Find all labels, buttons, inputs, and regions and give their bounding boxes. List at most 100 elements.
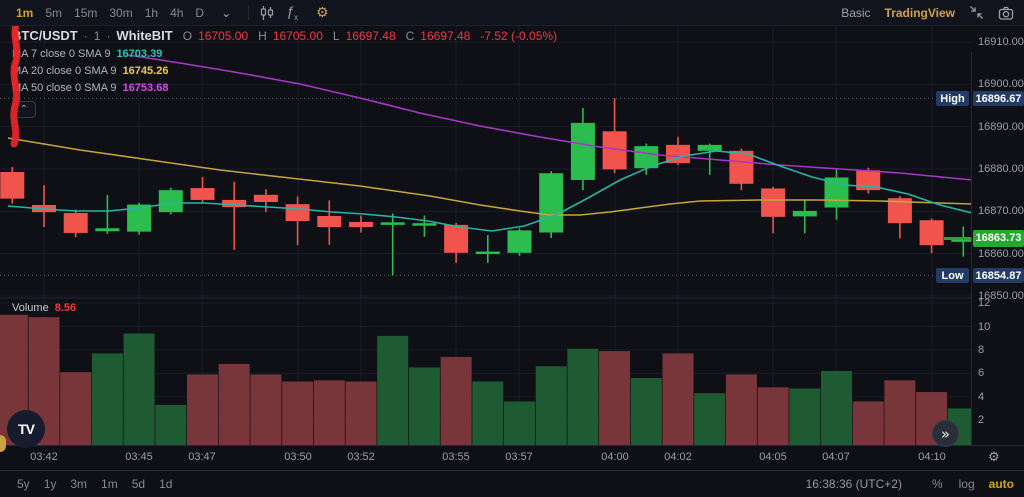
low-value: 16697.48 bbox=[345, 29, 396, 43]
volume-bar bbox=[535, 366, 567, 445]
volume-bar bbox=[313, 380, 345, 445]
candle-body bbox=[570, 122, 595, 181]
chart-legend: BTC/USDT · 1 · WhiteBIT O 16705.00 H 167… bbox=[12, 28, 557, 118]
camera-screenshot-icon[interactable] bbox=[998, 5, 1014, 21]
plan-badge[interactable]: Basic bbox=[841, 5, 871, 20]
volume-bar bbox=[187, 374, 218, 445]
indicator-value: 16753.68 bbox=[122, 82, 169, 94]
volume-tick-label: 12 bbox=[978, 297, 991, 310]
auto-scale-button[interactable]: auto bbox=[988, 477, 1014, 491]
price-tick-label: 16870.00 bbox=[978, 205, 1024, 218]
volume-bar bbox=[789, 388, 821, 445]
range-5d[interactable]: 5d bbox=[131, 477, 146, 491]
range-1d[interactable]: 1d bbox=[159, 477, 173, 491]
time-tick-label: 03:42 bbox=[30, 451, 58, 463]
candle-body bbox=[222, 199, 247, 208]
open-value: 16705.00 bbox=[198, 29, 249, 43]
candle-body bbox=[317, 215, 342, 227]
axis-settings-gear-icon[interactable]: ⚙ bbox=[988, 450, 1000, 465]
high-low-lines bbox=[0, 97, 936, 276]
tradingview-brand-link[interactable]: TradingView bbox=[884, 5, 955, 20]
indicator-row-ma3[interactable]: MA 50 close 0 SMA 9 16753.68 bbox=[12, 82, 557, 94]
volume-bar bbox=[757, 387, 789, 445]
log-scale-button[interactable]: log bbox=[958, 477, 975, 491]
date-range-group: 5y 1y 3m 1m 5d 1d bbox=[10, 477, 179, 491]
volume-bar bbox=[662, 353, 694, 445]
candle-body bbox=[380, 222, 405, 225]
indicators-fx-icon[interactable]: ƒx bbox=[286, 3, 298, 22]
high-badge-label: High bbox=[936, 91, 969, 107]
range-1m[interactable]: 1m bbox=[101, 477, 118, 491]
candle-body bbox=[285, 204, 310, 222]
ma-line-ma7 bbox=[7, 150, 972, 232]
time-tick-label: 03:57 bbox=[505, 451, 533, 463]
indicator-label: MA 7 close 0 SMA 9 bbox=[12, 48, 111, 60]
scroll-to-recent-button[interactable]: » bbox=[933, 421, 958, 446]
tradingview-logo[interactable]: TV bbox=[7, 410, 45, 448]
separator-dot: · bbox=[83, 29, 88, 43]
volume-bars-layer bbox=[0, 314, 972, 445]
toolbar-divider bbox=[248, 5, 250, 20]
indicator-row-ma1[interactable]: MA 7 close 0 SMA 9 16703.39 bbox=[12, 48, 557, 60]
timeframe-4h[interactable]: 4h bbox=[170, 5, 184, 20]
range-3m[interactable]: 3m bbox=[70, 477, 88, 491]
candle-body bbox=[444, 224, 469, 253]
volume-bar bbox=[504, 401, 535, 445]
chart-area: 16910.00 16900.00 16890.00 16880.00 16870.00… bbox=[0, 18, 1024, 496]
indicator-row-ma2[interactable]: MA 20 close 0 SMA 9 16745.26 bbox=[12, 65, 557, 77]
timeframe-5m[interactable]: 5m bbox=[45, 5, 63, 20]
exchange-name: WhiteBIT bbox=[116, 28, 173, 43]
volume-bar bbox=[567, 348, 599, 445]
price-tick-label: 16890.00 bbox=[978, 120, 1024, 133]
volume-legend-row[interactable]: Volume 8.56 bbox=[12, 302, 76, 314]
timeframe-30m[interactable]: 30m bbox=[109, 5, 133, 20]
volume-tick-label: 10 bbox=[978, 320, 991, 333]
range-5y[interactable]: 5y bbox=[17, 477, 30, 491]
symbol-title-row[interactable]: BTC/USDT · 1 · WhiteBIT O 16705.00 H 167… bbox=[12, 28, 557, 43]
volume-bar bbox=[694, 393, 726, 445]
candle-body bbox=[158, 190, 183, 213]
close-label: C bbox=[405, 29, 415, 43]
timeframe-1h[interactable]: 1h bbox=[144, 5, 159, 20]
time-axis[interactable]: ⚙ 03:42 03:45 03:47 03:50 03:52 03:55 03:57 04:… bbox=[0, 445, 1024, 470]
timeframe-D[interactable]: D bbox=[195, 5, 205, 20]
ma-line-ma50 bbox=[127, 54, 972, 181]
candle-body bbox=[253, 194, 278, 203]
range-1y[interactable]: 1y bbox=[43, 477, 57, 491]
side-drawer-tab[interactable] bbox=[0, 435, 6, 452]
chart-canvas[interactable] bbox=[0, 26, 1024, 445]
volume-bar bbox=[725, 374, 757, 445]
candle-body bbox=[507, 230, 532, 253]
legend-collapse-button[interactable]: ⌃ bbox=[12, 101, 36, 118]
percent-scale-button[interactable]: % bbox=[931, 477, 943, 491]
time-tick-label: 03:50 bbox=[284, 451, 312, 463]
collapse-window-icon[interactable] bbox=[969, 5, 984, 20]
timeframe-15m[interactable]: 15m bbox=[74, 5, 98, 20]
open-label: O bbox=[182, 29, 193, 43]
timeframe-1m[interactable]: 1m bbox=[16, 5, 34, 20]
candles-layer bbox=[0, 98, 972, 276]
volume-bar bbox=[599, 351, 631, 445]
high-value: 16705.00 bbox=[272, 29, 323, 43]
volume-tick-label: 8 bbox=[978, 343, 985, 356]
candle-body bbox=[792, 210, 817, 217]
price-tick-label: 16910.00 bbox=[978, 36, 1024, 48]
interval-label: 1 bbox=[93, 29, 101, 43]
chevron-down-icon[interactable]: ⌄ bbox=[221, 5, 232, 20]
candle-body bbox=[666, 144, 690, 164]
clock-utc-button[interactable]: 16:38:36 (UTC+2) bbox=[805, 477, 902, 491]
volume-bar bbox=[472, 381, 504, 445]
candle-body bbox=[0, 171, 25, 199]
indicator-value: 16703.39 bbox=[116, 48, 163, 60]
volume-bar bbox=[60, 372, 92, 445]
volume-bar bbox=[155, 404, 187, 445]
top-toolbar: 1m 5m 15m 30m 1h 4h D ⌄ ƒx ⚙ Basic TradingView bbox=[0, 0, 1024, 26]
low-label: L bbox=[332, 29, 340, 43]
candles-style-icon[interactable] bbox=[259, 5, 275, 21]
price-axis-border bbox=[971, 52, 972, 496]
time-tick-label: 03:45 bbox=[125, 451, 153, 463]
time-tick-label: 04:10 bbox=[918, 451, 946, 463]
settings-gear-icon[interactable]: ⚙ bbox=[315, 4, 329, 21]
change-value: -7.52 (-0.05%) bbox=[480, 29, 558, 43]
